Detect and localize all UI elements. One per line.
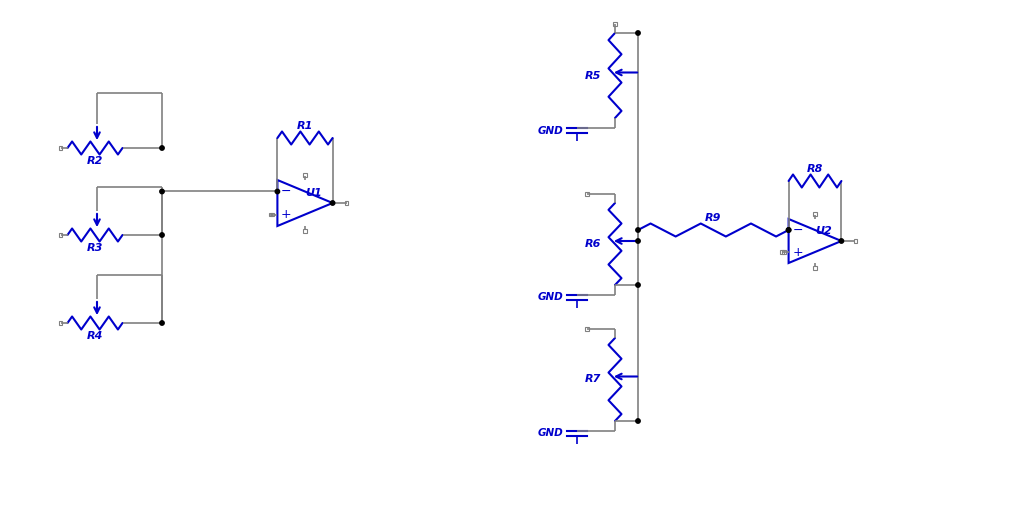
Text: U2: U2 bbox=[816, 226, 833, 236]
Circle shape bbox=[786, 228, 791, 232]
Bar bbox=[268, 213, 272, 217]
Text: R5: R5 bbox=[585, 71, 601, 81]
Circle shape bbox=[786, 228, 791, 232]
Text: GND: GND bbox=[538, 292, 563, 302]
Bar bbox=[813, 212, 817, 216]
Text: R1: R1 bbox=[297, 121, 313, 131]
Bar bbox=[779, 250, 783, 254]
Circle shape bbox=[160, 233, 164, 237]
Text: GND: GND bbox=[538, 428, 563, 438]
Text: −: − bbox=[282, 185, 292, 198]
Text: +: + bbox=[793, 245, 803, 258]
Bar bbox=[303, 173, 307, 177]
Bar bbox=[585, 192, 589, 196]
Text: R8: R8 bbox=[807, 164, 823, 174]
Text: R9: R9 bbox=[706, 213, 722, 223]
Circle shape bbox=[331, 201, 335, 205]
Text: −: − bbox=[793, 223, 803, 236]
Circle shape bbox=[636, 228, 640, 232]
Text: GND: GND bbox=[538, 126, 563, 135]
Text: R3: R3 bbox=[87, 243, 103, 253]
Text: R2: R2 bbox=[87, 156, 103, 166]
Circle shape bbox=[636, 283, 640, 287]
Bar bbox=[585, 327, 589, 331]
Bar bbox=[58, 321, 62, 325]
Text: +: + bbox=[281, 208, 292, 221]
Text: R7: R7 bbox=[585, 374, 601, 384]
Bar bbox=[613, 22, 616, 26]
Bar bbox=[303, 229, 307, 233]
Bar bbox=[853, 239, 857, 243]
Text: U1: U1 bbox=[305, 188, 323, 198]
Circle shape bbox=[160, 321, 164, 325]
Text: R4: R4 bbox=[87, 331, 103, 341]
Circle shape bbox=[160, 189, 164, 194]
Circle shape bbox=[636, 419, 640, 423]
Bar bbox=[781, 250, 785, 254]
Bar bbox=[58, 233, 62, 237]
Circle shape bbox=[636, 239, 640, 243]
Circle shape bbox=[275, 189, 280, 194]
Bar bbox=[270, 213, 274, 217]
Bar bbox=[813, 266, 817, 270]
Bar bbox=[58, 146, 62, 150]
Circle shape bbox=[160, 146, 164, 150]
Text: R6: R6 bbox=[585, 239, 601, 249]
Bar bbox=[345, 201, 348, 205]
Circle shape bbox=[840, 239, 844, 243]
Circle shape bbox=[636, 31, 640, 35]
